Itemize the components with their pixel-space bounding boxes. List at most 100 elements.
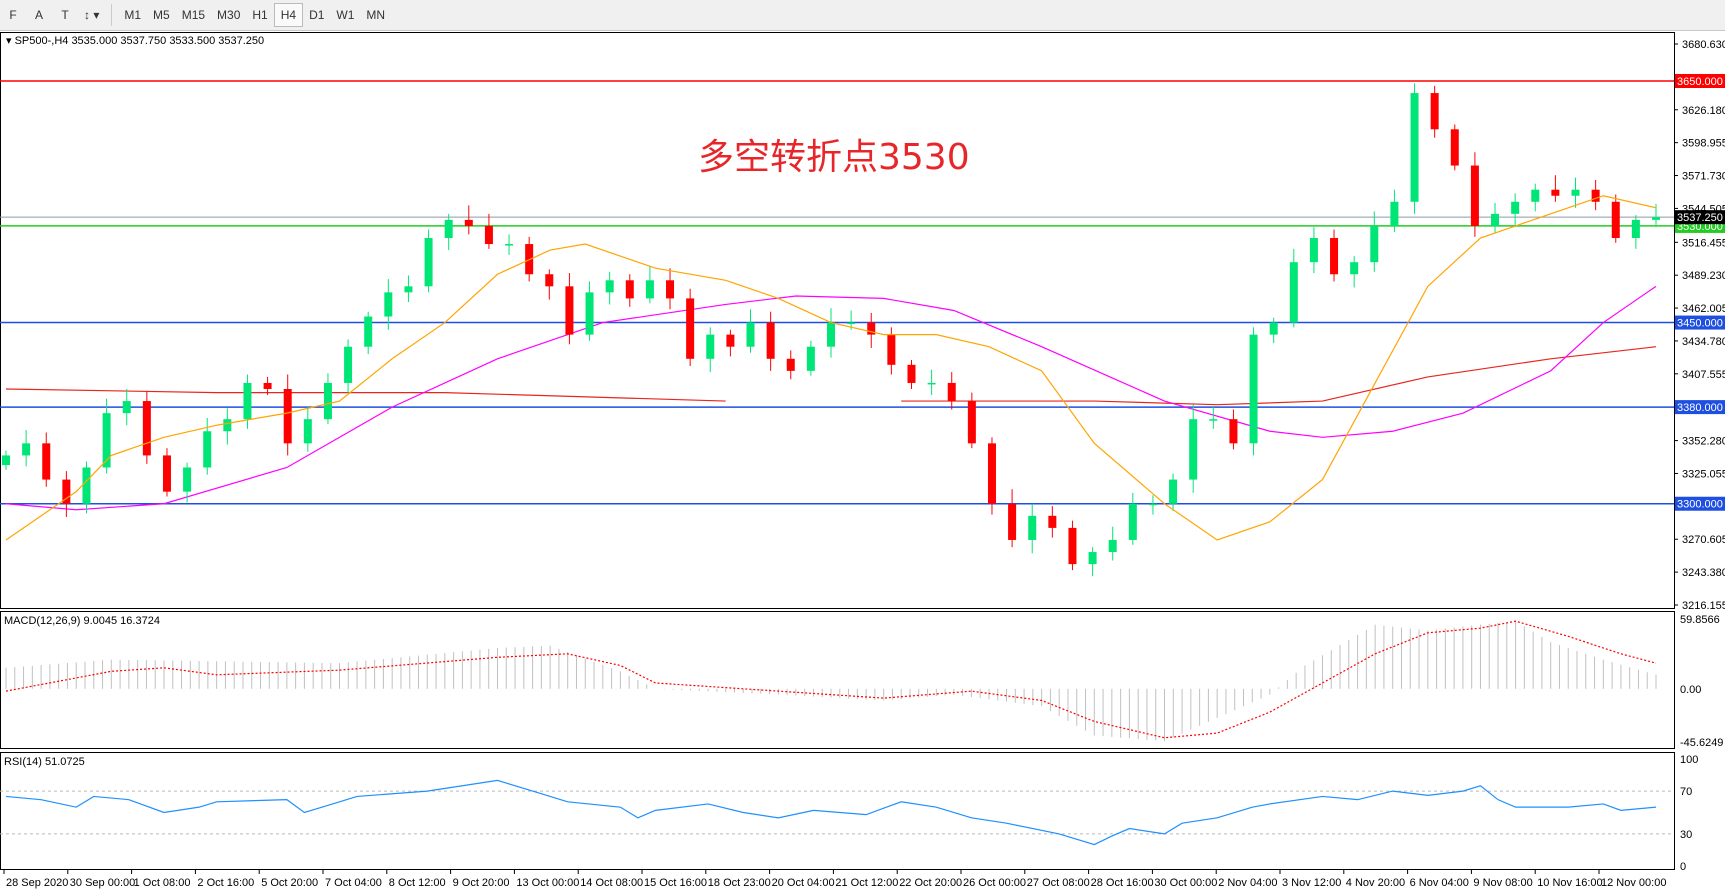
candle-body [283, 388, 292, 444]
candle-body [585, 292, 594, 335]
candle-body [1491, 213, 1500, 226]
candle-body [263, 382, 272, 389]
rsi-tick-label: 30 [1680, 829, 1692, 841]
candle-body [62, 479, 71, 504]
time-label: 2 Nov 04:00 [1218, 877, 1277, 889]
price-tick-label: 3243.380 [1682, 567, 1725, 579]
level-price-label: 3380.000 [1677, 402, 1723, 414]
toolbar: F A T ↕ ▾ M1 M5 M15 M30 H1 H4 D1 W1 MN [0, 0, 1725, 31]
price-tick-label: 3680.630 [1682, 39, 1725, 51]
candle-body [1470, 165, 1479, 226]
candle-body [645, 280, 654, 299]
candle-body [1410, 93, 1419, 202]
timeframe-m30[interactable]: M30 [217, 8, 241, 22]
price-pane [0, 32, 1675, 609]
time-label: 1 Oct 08:00 [134, 877, 191, 889]
candle-body [2, 455, 10, 466]
macd-signal-line [5, 620, 1657, 739]
price-tick-label: 3352.280 [1682, 436, 1725, 448]
candle-body [1591, 189, 1600, 202]
candle-body [927, 382, 936, 385]
time-label: 5 Oct 20:00 [261, 877, 318, 889]
candle-body [223, 419, 232, 432]
candle-body [505, 244, 514, 246]
candle-body [424, 238, 433, 287]
time-label: 9 Nov 08:00 [1473, 877, 1532, 889]
candle-body [686, 298, 695, 359]
time-label: 6 Nov 04:00 [1410, 877, 1469, 889]
candle-body [625, 280, 634, 299]
candle-body [1450, 129, 1459, 166]
macd-tick-label: 0.00 [1680, 684, 1701, 696]
candle-body [565, 286, 574, 335]
candle-body [1531, 189, 1540, 202]
timeframe-mn[interactable]: MN [366, 8, 386, 22]
candle-body [947, 382, 956, 402]
rsi-tick-label: 100 [1680, 754, 1698, 766]
rsi-tick-label: 70 [1680, 786, 1692, 798]
time-label: 8 Oct 12:00 [389, 877, 446, 889]
candle-body [162, 455, 171, 492]
text-label-tool-icon[interactable]: T [61, 8, 69, 22]
price-tick-label: 3270.605 [1682, 534, 1725, 546]
time-label: 26 Oct 00:00 [963, 877, 1026, 889]
arrows-tool-icon[interactable]: ↕ ▾ [84, 8, 100, 22]
candle-body [243, 382, 252, 420]
time-label: 30 Oct 00:00 [1154, 877, 1217, 889]
candle-body [847, 322, 856, 325]
candle-body [1289, 262, 1298, 323]
timeframe-m5[interactable]: M5 [153, 8, 170, 22]
candle-body [1652, 217, 1660, 220]
timeframe-m15[interactable]: M15 [181, 8, 206, 22]
candle-body [183, 467, 192, 492]
candle-body [806, 346, 815, 371]
price-tick-label: 3598.955 [1682, 138, 1725, 150]
price-tick-label: 3516.455 [1682, 237, 1725, 249]
price-tick-label: 3489.230 [1682, 270, 1725, 282]
candle-body [1370, 225, 1379, 263]
chart-canvas[interactable]: 3680.6303626.1803598.9553571.7303544.505… [0, 31, 1725, 892]
time-label: 21 Oct 12:00 [835, 877, 898, 889]
candle-body [1088, 552, 1097, 565]
candle-body [1229, 419, 1238, 444]
candle-body [364, 316, 373, 347]
timeframe-h4[interactable]: H4 [273, 3, 304, 27]
candle-body [1269, 322, 1278, 335]
ma-mid-line [5, 285, 1657, 511]
time-label: 10 Nov 16:00 [1537, 877, 1602, 889]
ma-fast-line [5, 195, 1657, 541]
candle-body [605, 280, 614, 293]
candle-body [1390, 201, 1399, 226]
candle-body [1249, 334, 1258, 444]
grid-tool-icon[interactable]: F [9, 8, 17, 22]
rsi-title: RSI(14) 51.0725 [4, 756, 85, 768]
price-tick-label: 3407.555 [1682, 369, 1725, 381]
candle-body [344, 346, 353, 383]
candle-body [22, 443, 31, 456]
candle-body [1511, 201, 1520, 214]
level-price-label-bg [1675, 496, 1725, 511]
time-label: 3 Nov 12:00 [1282, 877, 1341, 889]
timeframe-w1[interactable]: W1 [336, 8, 355, 22]
level-price-label: 3450.000 [1677, 318, 1723, 330]
text-tool-icon[interactable]: A [34, 8, 43, 22]
rsi-line [5, 779, 1657, 846]
timeframe-d1[interactable]: D1 [309, 8, 325, 22]
candle-body [545, 274, 554, 287]
timeframe-m1[interactable]: M1 [124, 8, 142, 22]
candle-body [1048, 515, 1057, 528]
time-label: 28 Sep 2020 [6, 877, 68, 889]
candle-body [203, 431, 212, 468]
time-label: 18 Oct 23:00 [708, 877, 771, 889]
level-price-label-bg [1675, 400, 1725, 415]
candle-body [142, 401, 151, 456]
candle-body [967, 401, 976, 444]
timeframe-group: M1 M5 M15 M30 H1 H4 D1 W1 MN [118, 3, 391, 27]
candle-body [303, 419, 312, 444]
price-tick-label: 3325.055 [1682, 468, 1725, 480]
candle-body [464, 219, 473, 226]
arrows-icon: ↕ [84, 8, 90, 22]
candle-body [323, 382, 332, 420]
time-label: 12 Nov 00:00 [1601, 877, 1666, 889]
timeframe-h1[interactable]: H1 [252, 8, 268, 22]
